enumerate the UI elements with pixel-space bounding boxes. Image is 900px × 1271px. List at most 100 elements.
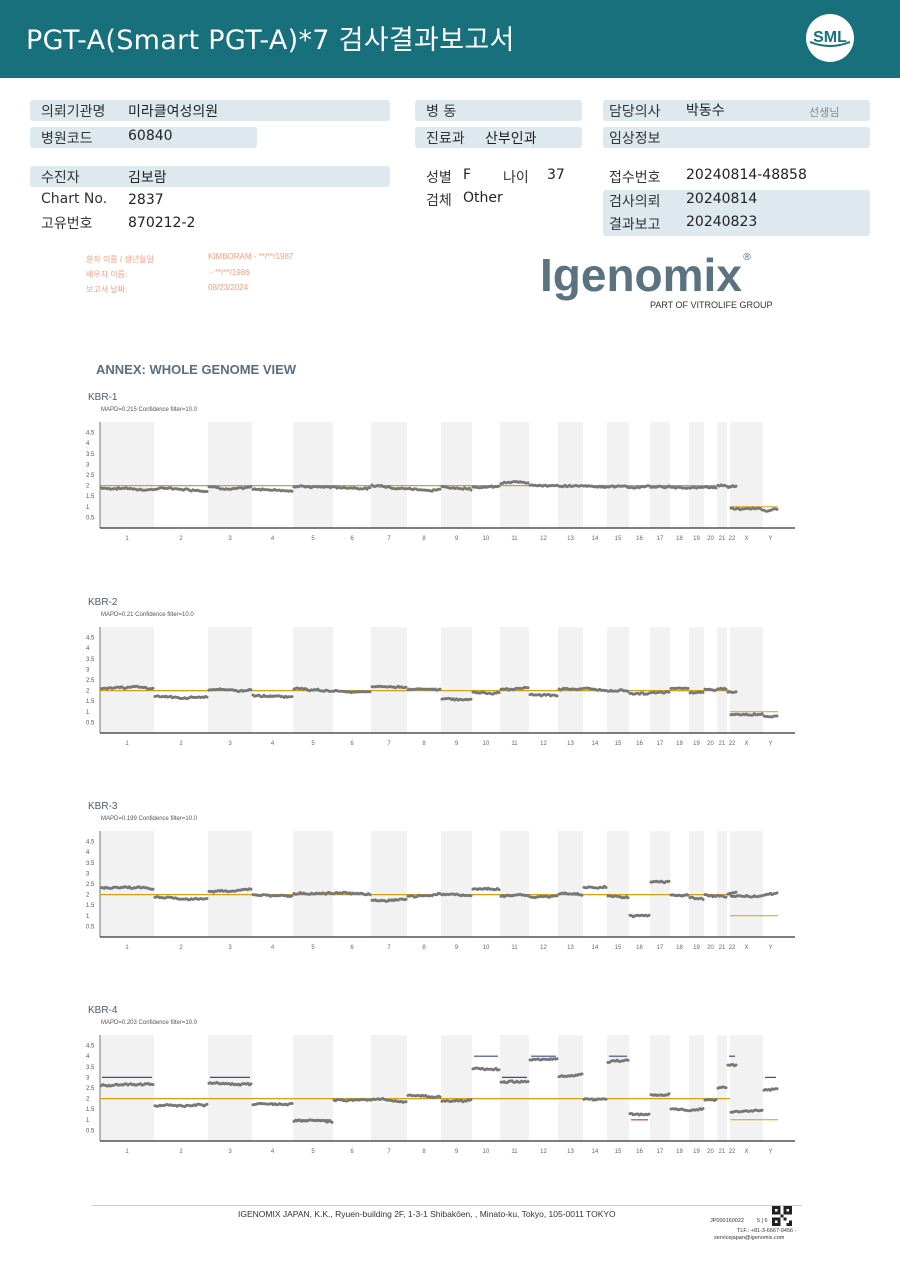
chart-title: KBR-1	[88, 392, 118, 403]
chromosome-11-points	[499, 480, 530, 486]
chromosome-label: 12	[540, 536, 547, 542]
chromosome-label: 10	[483, 1149, 490, 1155]
chromosome-band	[293, 422, 333, 528]
chromosome-label: 21	[719, 536, 726, 542]
data-point	[701, 690, 705, 694]
chart-subtitle: MAPD=0.215 Confidence filter=10.0	[101, 407, 198, 413]
chromosome-label: X	[744, 945, 748, 951]
chromosome-20-points	[703, 687, 718, 693]
chromosome-X-points	[729, 712, 764, 717]
chart-no-value: 2837	[128, 192, 164, 208]
chromosome-X-points	[729, 506, 764, 512]
chromosome-10-points	[471, 690, 501, 696]
chromosome-label: 21	[719, 1149, 726, 1155]
chromosome-label: 22	[729, 1149, 736, 1155]
chromosome-13-points	[557, 891, 584, 897]
data-point	[686, 893, 690, 897]
spouse-value: - **/**/1986	[210, 268, 250, 277]
chromosome-7-points	[370, 684, 408, 690]
chromosome-Y-points	[762, 507, 779, 513]
chromosome-11-points	[499, 892, 530, 899]
chromosome-label: 14	[592, 536, 599, 542]
chromosome-14-points	[582, 686, 608, 693]
data-point	[775, 891, 779, 895]
doctor-field	[603, 100, 870, 121]
chromosome-label: 16	[636, 1149, 643, 1155]
chromosome-16-points	[628, 691, 651, 696]
y-tick-label: 2.5	[86, 882, 95, 888]
chromosome-Y-points	[762, 714, 779, 719]
footer-email: servicejapan@igenomix.com	[714, 1235, 785, 1241]
chromosome-label: 14	[592, 1149, 599, 1155]
footer-divider	[92, 1205, 802, 1206]
report-title: PGT-A(Smart PGT-A)*7 검사결과보고서	[26, 25, 515, 56]
chromosome-4-points	[251, 1101, 294, 1107]
chromosome-label: 17	[657, 741, 664, 747]
data-point	[555, 1057, 559, 1061]
chromosome-label: 2	[179, 1149, 183, 1155]
chromosome-20-points	[703, 485, 718, 490]
y-tick-label: 4.5	[86, 840, 95, 846]
data-point	[249, 688, 253, 692]
chromosome-11-points	[499, 685, 530, 692]
chromosome-9-points	[440, 696, 473, 702]
chromosome-label: 13	[567, 536, 574, 542]
brand-name: Igenomix	[540, 249, 742, 301]
kbr-4-plot: 4.543.532.521.510.51 2 3 4 5 6 7 8 9 10 11 12 13 14 15…	[86, 1035, 795, 1155]
chromosome-4-points	[251, 487, 294, 493]
chromosome-10-points	[471, 1066, 501, 1072]
report-date-value: 08/23/2024	[208, 283, 249, 292]
chromosome-21-points	[716, 483, 728, 488]
hospital-code-value: 60840	[128, 128, 173, 144]
chromosome-band	[730, 831, 763, 937]
data-point	[151, 887, 155, 891]
chart-title: KBR-3	[88, 801, 118, 812]
y-tick-label: 3	[86, 667, 90, 673]
y-tick-label: 0.5	[86, 1128, 95, 1134]
data-point	[151, 686, 155, 690]
chromosome-10-points	[471, 484, 501, 490]
chromosome-label: 4	[271, 741, 275, 747]
chromosome-18-points	[669, 485, 690, 490]
chromosome-label: 17	[657, 945, 664, 951]
data-point	[469, 1098, 473, 1101]
chromosome-label: 18	[676, 945, 683, 951]
chromosome-label: 10	[483, 741, 490, 747]
data-point	[290, 894, 294, 898]
report-label: 결과보고	[609, 217, 661, 233]
chromosome-label: 7	[387, 1149, 391, 1155]
chromosome-12-points	[528, 894, 559, 900]
chromosome-label: 21	[719, 741, 726, 747]
chromosome-Y-points	[762, 1087, 779, 1092]
chart-no-label: Chart No.	[41, 191, 108, 207]
chromosome-1-points	[99, 885, 155, 891]
chromosome-band	[293, 831, 333, 937]
chromosome-5-points	[292, 686, 334, 693]
sex-value: F	[463, 167, 472, 183]
chromosome-label: 13	[567, 945, 574, 951]
data-point	[249, 887, 253, 891]
ward-label: 병 동	[426, 104, 457, 120]
chromosome-label: 15	[615, 536, 622, 542]
chromosome-label: X	[744, 536, 748, 542]
doc-code: JP000160022	[710, 1218, 744, 1224]
kbr-3-chart: KBR-3 MAPD=0.199 Confidence filter=10.0 …	[80, 801, 800, 971]
data-point	[775, 1087, 779, 1091]
data-point	[469, 697, 473, 701]
chromosome-band	[730, 422, 763, 528]
chromosome-14-points	[582, 884, 608, 890]
hospital-code-field	[30, 127, 257, 148]
chart-subtitle: MAPD=0.203 Confidence filter=10.0	[101, 1020, 198, 1026]
ward-field	[415, 100, 582, 121]
chromosome-band	[293, 627, 333, 733]
data-point	[151, 1083, 155, 1087]
data-point	[701, 1107, 705, 1111]
chromosome-5-points	[292, 1118, 334, 1124]
institution-field	[30, 100, 390, 121]
y-tick-label: 2.5	[86, 473, 95, 479]
y-tick-label: 2.5	[86, 678, 95, 684]
chromosome-label: 3	[228, 1149, 232, 1155]
data-point	[734, 690, 738, 694]
data-point	[734, 1063, 738, 1067]
data-point	[555, 694, 559, 698]
